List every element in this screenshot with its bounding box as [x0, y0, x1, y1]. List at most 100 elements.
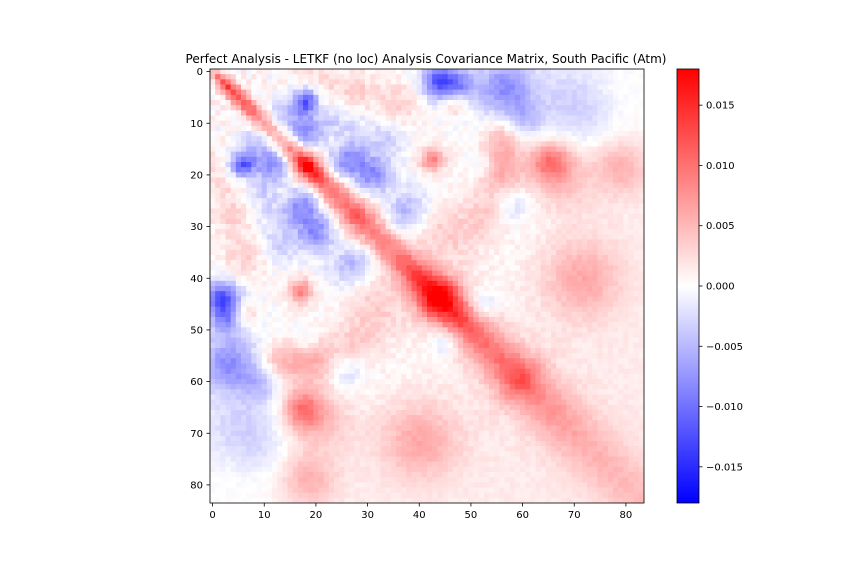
heatmap-cell — [478, 131, 485, 137]
heatmap-cell — [447, 301, 454, 308]
heatmap-cell — [571, 358, 578, 364]
heatmap-cell — [308, 79, 314, 85]
heatmap-cell — [597, 94, 604, 101]
heatmap-cell — [406, 239, 412, 246]
heatmap-cell — [215, 249, 221, 256]
heatmap-cell — [618, 301, 624, 308]
heatmap-cell — [385, 224, 392, 230]
heatmap-cell — [421, 234, 428, 240]
heatmap-cell — [256, 301, 263, 308]
heatmap-cell — [633, 353, 640, 359]
heatmap-cell — [504, 125, 511, 132]
heatmap-cell — [458, 270, 464, 277]
heatmap-cell — [210, 275, 216, 282]
heatmap-cell — [561, 203, 567, 209]
heatmap-cell — [628, 74, 635, 80]
heatmap-cell — [210, 156, 216, 163]
heatmap-cell — [359, 141, 366, 147]
heatmap-cell — [303, 172, 309, 178]
heatmap-cell — [602, 131, 609, 137]
heatmap-cell — [540, 84, 547, 91]
heatmap-cell — [514, 74, 521, 80]
heatmap-cell — [447, 265, 454, 271]
heatmap-cell — [390, 280, 397, 287]
heatmap-cell — [225, 156, 232, 163]
heatmap-cell — [390, 353, 397, 359]
heatmap-cell — [489, 208, 495, 215]
heatmap-cell — [571, 94, 578, 101]
heatmap-cell — [339, 265, 345, 271]
heatmap-cell — [556, 234, 562, 240]
heatmap-cell — [489, 311, 495, 318]
heatmap-cell — [489, 151, 495, 158]
heatmap-cell — [328, 146, 335, 153]
heatmap-cell — [396, 353, 402, 359]
heatmap-cell — [452, 239, 459, 246]
heatmap-cell — [251, 218, 257, 225]
heatmap-cell — [514, 120, 521, 127]
heatmap-cell — [504, 265, 511, 271]
heatmap-cell — [628, 213, 635, 220]
heatmap-cell — [220, 156, 226, 163]
heatmap-cell — [458, 301, 464, 308]
heatmap-cell — [297, 74, 304, 80]
heatmap-cell — [540, 141, 547, 147]
heatmap-cell — [499, 224, 505, 230]
heatmap-cell — [566, 182, 573, 189]
heatmap-cell — [509, 89, 516, 96]
heatmap-cell — [328, 311, 335, 318]
heatmap-cell — [390, 265, 397, 271]
heatmap-cell — [561, 198, 567, 204]
heatmap-cell — [613, 327, 619, 333]
heatmap-cell — [297, 162, 304, 168]
heatmap-cell — [297, 172, 304, 178]
heatmap-cell — [220, 105, 226, 111]
heatmap-cell — [540, 187, 547, 194]
heatmap-cell — [416, 353, 423, 359]
heatmap-cell — [370, 327, 376, 333]
heatmap-cell — [272, 358, 278, 364]
heatmap-cell — [452, 198, 459, 204]
heatmap-cell — [447, 260, 454, 266]
heatmap-cell — [220, 131, 226, 137]
heatmap-cell — [266, 151, 273, 158]
heatmap-cell — [256, 244, 263, 251]
heatmap-cell — [266, 280, 273, 287]
heatmap-cell — [633, 74, 640, 80]
heatmap-cell — [473, 177, 480, 184]
heatmap-cell — [556, 84, 562, 91]
heatmap-cell — [272, 373, 278, 380]
heatmap-cell — [396, 296, 402, 302]
heatmap-cell — [530, 317, 536, 323]
heatmap-cell — [380, 125, 387, 132]
heatmap-cell — [328, 224, 335, 230]
heatmap-cell — [499, 151, 505, 158]
heatmap-cell — [344, 358, 350, 364]
heatmap-cell — [261, 198, 268, 204]
heatmap-cell — [587, 337, 593, 344]
heatmap-cell — [261, 136, 268, 142]
heatmap-cell — [432, 74, 438, 80]
heatmap-cell — [514, 105, 521, 111]
heatmap-cell — [401, 177, 407, 184]
heatmap-cell — [499, 125, 505, 132]
heatmap-cell — [452, 69, 459, 75]
heatmap-cell — [571, 213, 578, 220]
heatmap-cell — [452, 224, 459, 230]
heatmap-cell — [447, 100, 454, 106]
heatmap-cell — [494, 141, 500, 147]
heatmap-cell — [514, 162, 521, 168]
heatmap-cell — [633, 327, 640, 333]
heatmap-cell — [411, 94, 418, 101]
heatmap-cell — [390, 146, 397, 153]
heatmap-cell — [308, 260, 314, 266]
heatmap-cell — [220, 218, 226, 225]
heatmap-cell — [530, 172, 536, 178]
heatmap-cell — [287, 239, 294, 246]
heatmap-cell — [292, 224, 299, 230]
heatmap-cell — [478, 353, 485, 359]
heatmap-cell — [504, 120, 511, 127]
heatmap-cell — [483, 286, 490, 292]
heatmap-cell — [427, 280, 433, 287]
heatmap-cell — [483, 306, 490, 313]
